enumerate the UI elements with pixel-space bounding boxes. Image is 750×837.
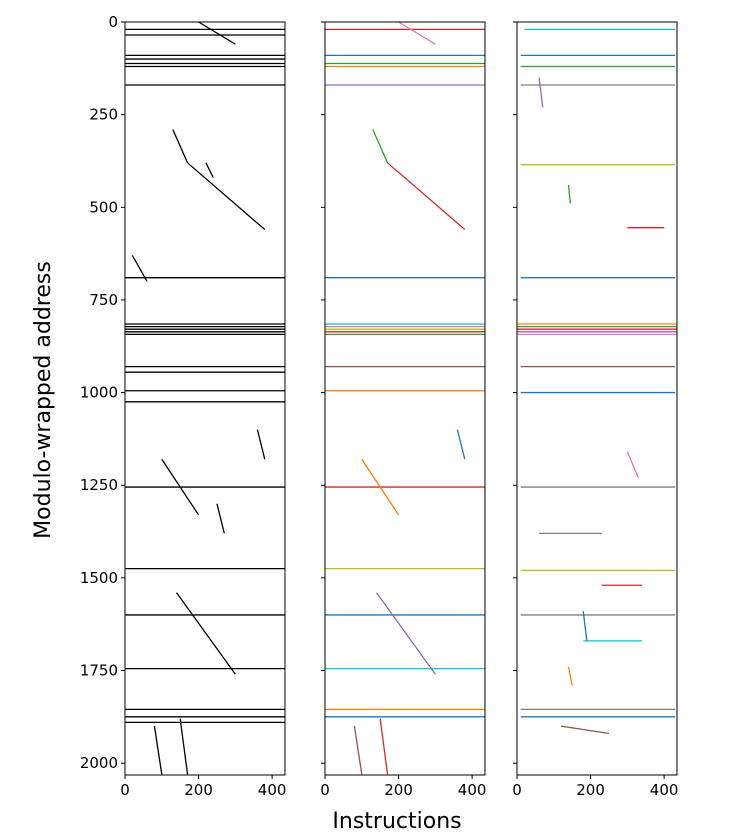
trace-segment bbox=[387, 162, 466, 231]
trace-segment bbox=[538, 77, 544, 108]
x-tick-label: 400 bbox=[258, 781, 287, 799]
x-tick-label: 400 bbox=[650, 781, 679, 799]
plot-frame bbox=[516, 21, 678, 776]
y-tick-label: 750 bbox=[89, 291, 118, 309]
trace-segment bbox=[131, 255, 148, 282]
x-tick-label: 0 bbox=[320, 781, 330, 799]
x-axis-label: Instructions bbox=[332, 809, 461, 833]
trace-segment bbox=[179, 718, 189, 775]
trace-segment bbox=[567, 184, 571, 204]
trace-segment bbox=[256, 429, 266, 460]
y-tick-label: 250 bbox=[89, 106, 118, 124]
trace-segment bbox=[626, 451, 639, 479]
trace-segment bbox=[187, 162, 266, 231]
trace-segment bbox=[175, 592, 236, 675]
y-tick-label: 1000 bbox=[80, 384, 118, 402]
trace-segment bbox=[567, 666, 573, 686]
trace-segment bbox=[372, 129, 389, 164]
y-tick-label: 1750 bbox=[80, 661, 118, 679]
trace-segment bbox=[375, 592, 436, 675]
trace-segment bbox=[561, 725, 610, 735]
trace-segment bbox=[198, 21, 236, 45]
x-tick-label: 400 bbox=[458, 781, 487, 799]
trace-segment bbox=[153, 725, 163, 775]
y-tick-label: 1250 bbox=[80, 476, 118, 494]
x-tick-label: 200 bbox=[576, 781, 605, 799]
x-tick-label: 0 bbox=[120, 781, 130, 799]
plot-frame bbox=[324, 21, 486, 776]
trace-segment bbox=[161, 458, 200, 516]
trace-segment bbox=[353, 725, 363, 775]
trace-segment bbox=[361, 458, 400, 516]
plot-frame bbox=[124, 21, 286, 776]
y-tick-label: 500 bbox=[89, 198, 118, 216]
trace-segment bbox=[582, 611, 588, 641]
trace-segment bbox=[456, 429, 466, 460]
y-tick-label: 1500 bbox=[80, 569, 118, 587]
y-tick-label: 2000 bbox=[80, 754, 118, 772]
y-axis-label: Modulo-wrapped address bbox=[31, 261, 56, 539]
y-tick-label: 0 bbox=[108, 13, 118, 31]
trace-segment bbox=[398, 21, 436, 45]
trace-segment bbox=[205, 162, 214, 178]
x-tick-label: 0 bbox=[512, 781, 522, 799]
trace-segment bbox=[216, 503, 225, 534]
x-tick-label: 200 bbox=[384, 781, 413, 799]
trace-segment bbox=[379, 718, 389, 775]
trace-segment bbox=[172, 129, 189, 164]
x-tick-label: 200 bbox=[184, 781, 213, 799]
